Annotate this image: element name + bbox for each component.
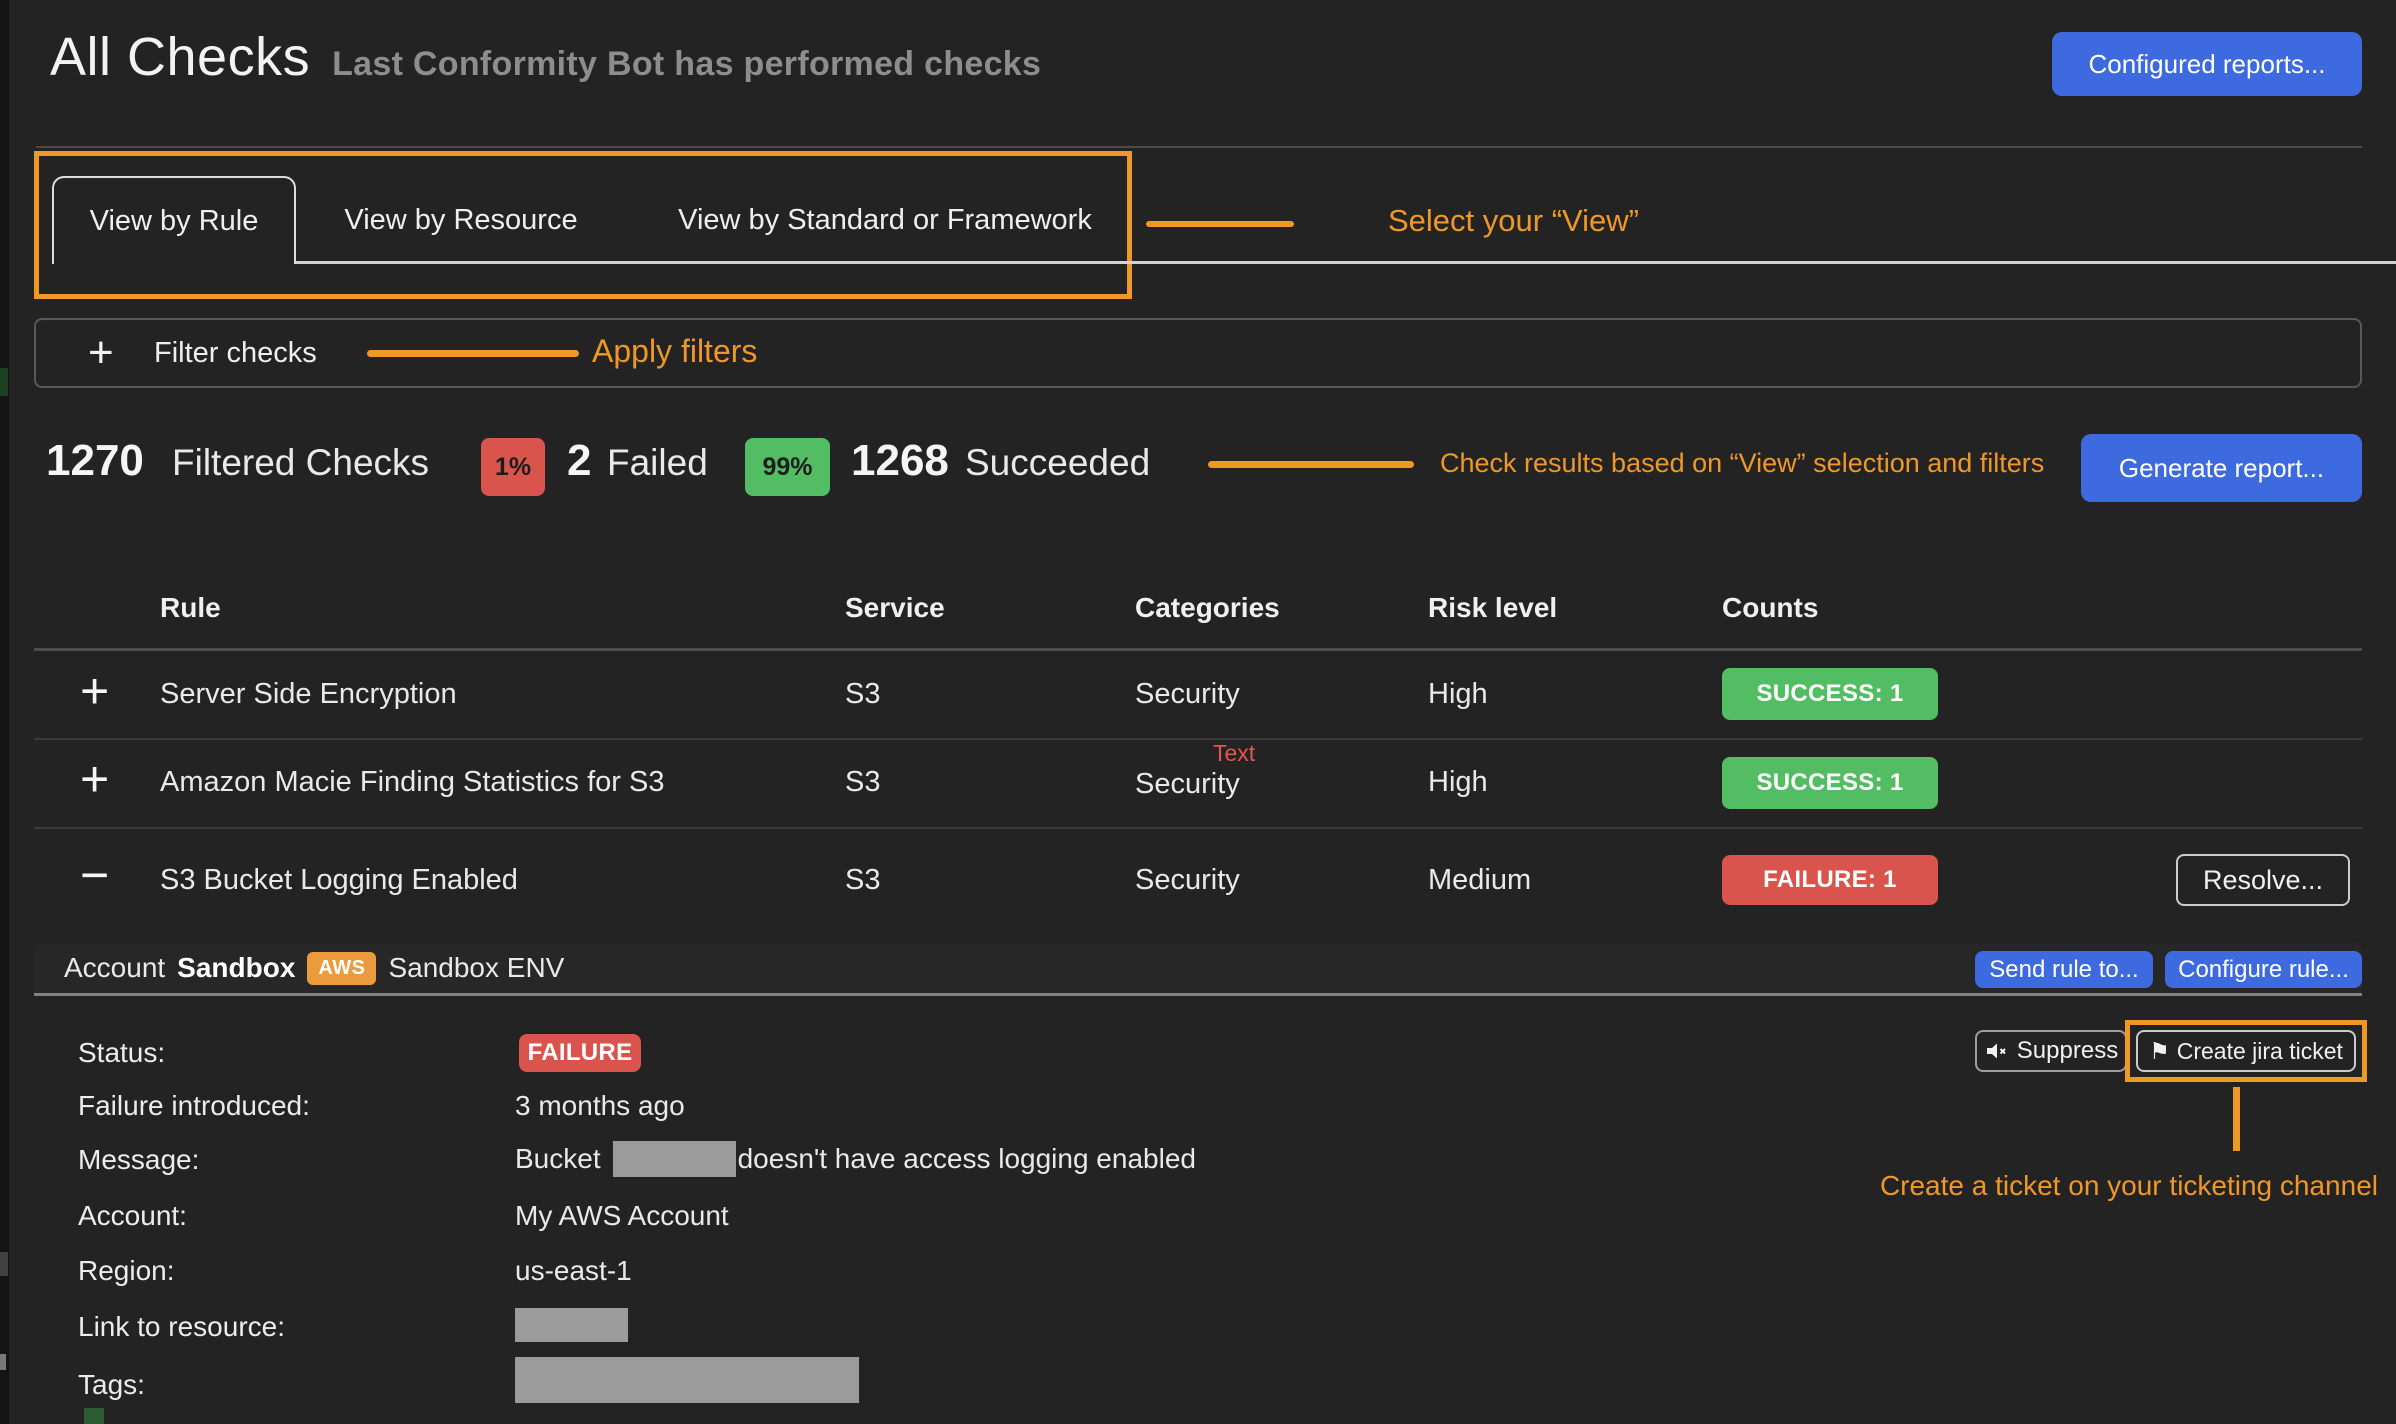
message-value: Bucket doesn't have access logging enabl… — [515, 1141, 1196, 1177]
check-results-annotation: Check results based on “View” selection … — [1440, 448, 2045, 478]
tab-view-by-resource[interactable]: View by Resource — [336, 198, 586, 242]
generate-report-button[interactable]: Generate report... — [2081, 434, 2362, 502]
failed-count: 2 — [567, 436, 592, 485]
table-header-divider — [34, 648, 2362, 651]
message-label: Message: — [78, 1144, 200, 1175]
tab-label: View by Standard or Framework — [678, 203, 1092, 236]
background-window-edge — [0, 0, 9, 1424]
jira-annotation-box — [2125, 1020, 2367, 1082]
tabs-annotation-box — [34, 151, 1132, 299]
ticket-annotation-line — [2233, 1087, 2240, 1151]
message-suffix: doesn't have access logging enabled — [737, 1143, 1196, 1174]
failure-introduced-value: 3 months ago — [515, 1090, 685, 1121]
tags-label: Tags: — [78, 1369, 145, 1400]
tab-label: View by Rule — [89, 204, 259, 237]
tab-label: View by Resource — [344, 203, 578, 236]
redacted-tags — [515, 1357, 859, 1403]
succeeded-label: Succeeded — [965, 442, 1151, 483]
select-view-annotation-line — [1146, 221, 1294, 227]
environment-name: Sandbox ENV — [388, 952, 565, 983]
filtered-count: 1270 — [46, 436, 144, 485]
message-prefix: Bucket — [515, 1143, 601, 1174]
account-name: Sandbox — [177, 952, 296, 983]
text-annotation: Text — [1213, 740, 1256, 766]
mute-icon — [1986, 1043, 2006, 1059]
check-results-annotation-line — [1208, 461, 1414, 468]
background-artifact — [84, 1408, 104, 1424]
risk-level-cell: High — [1428, 766, 1488, 798]
categories-cell: Security — [1135, 864, 1240, 896]
column-header-risk-level: Risk level — [1428, 592, 1558, 623]
filter-checks-label: Filter checks — [154, 337, 317, 369]
filter-checks-bar[interactable]: + Filter checks Apply filters — [34, 318, 2362, 388]
expand-row-icon[interactable]: + — [80, 663, 110, 719]
background-artifact — [0, 368, 8, 396]
page-subtitle: Last Conformity Bot has performed checks — [332, 45, 1042, 83]
account-label: Account: — [78, 1200, 187, 1231]
row-separator — [34, 827, 2362, 829]
account-prefix: Account — [64, 952, 166, 983]
collapse-row-icon[interactable]: − — [80, 847, 110, 903]
create-jira-ticket-label: Create jira ticket — [2176, 1037, 2343, 1064]
account-value: My AWS Account — [515, 1200, 729, 1231]
success-count-badge[interactable]: SUCCESS: 1 — [1722, 757, 1938, 809]
risk-level-cell: High — [1428, 678, 1488, 710]
apply-filters-annotation-line — [367, 350, 579, 357]
tab-view-by-rule[interactable]: View by Rule — [52, 176, 296, 264]
resolve-button[interactable]: Resolve... — [2176, 854, 2350, 906]
redacted-bucket-name — [612, 1141, 736, 1177]
background-artifact — [0, 1354, 6, 1370]
send-rule-to-button[interactable]: Send rule to... — [1975, 951, 2153, 988]
apply-filters-annotation: Apply filters — [592, 333, 758, 369]
service-cell: S3 — [845, 678, 881, 710]
configure-rule-button[interactable]: Configure rule... — [2165, 951, 2362, 988]
status-failure-badge: FAILURE — [519, 1034, 641, 1072]
suppress-label: Suppress — [2016, 1037, 2119, 1064]
account-bar: Account Sandbox AWS Sandbox ENV Send rul… — [34, 943, 2362, 996]
risk-level-cell: Medium — [1428, 864, 1532, 896]
flag-icon: ⚑ — [2149, 1037, 2170, 1064]
column-header-rule: Rule — [160, 592, 221, 623]
configured-reports-button[interactable]: Configured reports... — [2052, 32, 2362, 96]
column-header-service: Service — [845, 592, 945, 623]
column-header-counts: Counts — [1722, 592, 1819, 623]
categories-cell: Security — [1135, 678, 1240, 710]
categories-cell: Security — [1135, 768, 1240, 800]
region-label: Region: — [78, 1255, 175, 1286]
aws-badge: AWS — [307, 951, 377, 985]
failed-percent-badge: 1% — [481, 438, 545, 496]
succeeded-count: 1268 — [851, 436, 949, 485]
link-to-resource-label: Link to resource: — [78, 1311, 285, 1342]
failure-count-badge[interactable]: FAILURE: 1 — [1722, 855, 1938, 905]
status-label: Status: — [78, 1037, 166, 1068]
page-title: All Checks — [50, 27, 311, 87]
rule-name: S3 Bucket Logging Enabled — [160, 864, 518, 896]
header-divider — [36, 146, 2362, 148]
column-header-categories: Categories — [1135, 592, 1280, 623]
tab-view-by-standard[interactable]: View by Standard or Framework — [650, 198, 1120, 242]
suppress-button[interactable]: Suppress — [1975, 1030, 2127, 1072]
region-value: us-east-1 — [515, 1255, 632, 1286]
rule-name: Server Side Encryption — [160, 678, 457, 710]
failure-introduced-label: Failure introduced: — [78, 1090, 310, 1121]
create-jira-ticket-button[interactable]: ⚑ Create jira ticket — [2136, 1030, 2356, 1072]
background-artifact — [0, 1252, 8, 1276]
select-view-annotation: Select your “View” — [1388, 203, 1639, 238]
failed-label: Failed — [607, 442, 708, 483]
redacted-resource-link[interactable] — [515, 1308, 628, 1342]
ticket-annotation: Create a ticket on your ticketing channe… — [1879, 1170, 2378, 1201]
service-cell: S3 — [845, 766, 881, 798]
service-cell: S3 — [845, 864, 881, 896]
account-info: Account Sandbox AWS Sandbox ENV — [64, 943, 564, 993]
plus-icon: + — [88, 328, 114, 377]
header: All Checks Last Conformity Bot has perfo… — [50, 26, 1041, 88]
filtered-label: Filtered Checks — [172, 442, 430, 483]
row-separator — [34, 738, 2362, 740]
succeeded-percent-badge: 99% — [745, 438, 830, 496]
expand-row-icon[interactable]: + — [80, 751, 110, 807]
rule-name: Amazon Macie Finding Statistics for S3 — [160, 766, 665, 798]
tab-underline — [296, 261, 2396, 264]
success-count-badge[interactable]: SUCCESS: 1 — [1722, 668, 1938, 720]
